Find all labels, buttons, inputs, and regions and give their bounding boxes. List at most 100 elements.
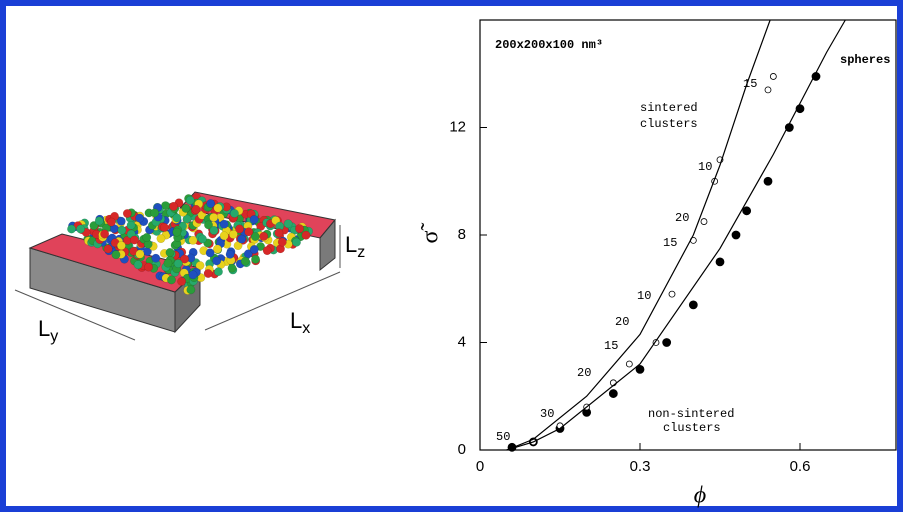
annotation: 30 bbox=[540, 407, 554, 421]
particle bbox=[302, 231, 310, 239]
particle bbox=[250, 245, 258, 253]
page: Lx Ly Lz 0 4 8 12 0 0.3 0.6 ϕ σ̃ 200x200x100 nm³ s… bbox=[0, 0, 903, 512]
particle bbox=[67, 225, 75, 233]
dim-sub: z bbox=[357, 244, 365, 261]
particle bbox=[150, 209, 158, 217]
particle bbox=[127, 221, 135, 229]
open-point bbox=[626, 361, 632, 367]
particle bbox=[136, 250, 144, 258]
dim-main: L bbox=[290, 308, 302, 333]
particle bbox=[134, 261, 142, 269]
particle bbox=[263, 246, 271, 254]
particle bbox=[213, 245, 221, 253]
y-tick-label: 0 bbox=[458, 441, 466, 458]
particle bbox=[226, 250, 234, 258]
y-tick-label: 12 bbox=[449, 118, 466, 135]
annotation: 10 bbox=[698, 160, 712, 174]
particle bbox=[295, 224, 303, 232]
particle bbox=[100, 230, 108, 238]
particle bbox=[187, 286, 195, 294]
annotation: clusters bbox=[663, 421, 721, 435]
annotation: non-sintered bbox=[648, 407, 734, 421]
annotation: 50 bbox=[496, 430, 510, 444]
annotation: 20 bbox=[615, 315, 629, 329]
x-tick-label: 0 bbox=[476, 458, 484, 475]
particle bbox=[214, 204, 222, 212]
annotation: 15 bbox=[663, 236, 677, 250]
filled-point bbox=[764, 177, 772, 185]
annotation: clusters bbox=[640, 117, 698, 131]
y-axis-label: σ̃ bbox=[418, 223, 444, 244]
open-point bbox=[770, 73, 776, 79]
annotation: 200x200x100 nm³ bbox=[495, 38, 603, 52]
annotation: 20 bbox=[675, 211, 689, 225]
plot-frame bbox=[480, 20, 896, 450]
particle bbox=[177, 277, 185, 285]
particle bbox=[220, 220, 228, 228]
dim-label: Ly bbox=[38, 316, 58, 345]
dim-sub: y bbox=[50, 328, 58, 345]
particle bbox=[160, 223, 168, 231]
particle bbox=[166, 248, 174, 256]
y-tick-label: 4 bbox=[458, 333, 466, 350]
particle bbox=[210, 226, 218, 234]
particle bbox=[117, 241, 125, 249]
x-tick-label: 0.3 bbox=[630, 458, 651, 475]
particle bbox=[189, 236, 197, 244]
dim-line bbox=[205, 272, 340, 330]
particle bbox=[189, 271, 197, 279]
annotation: 15 bbox=[604, 339, 618, 353]
fit-line bbox=[507, 20, 846, 450]
open-point bbox=[701, 219, 707, 225]
figure: Lx Ly Lz 0 4 8 12 0 0.3 0.6 ϕ σ̃ 200x200x100 nm³ s… bbox=[0, 0, 903, 512]
filled-point bbox=[732, 231, 740, 239]
dim-main: L bbox=[345, 232, 357, 257]
particle bbox=[182, 204, 190, 212]
particle bbox=[192, 205, 200, 213]
x-axis-label: ϕ bbox=[694, 483, 706, 509]
particle bbox=[135, 214, 143, 222]
particle bbox=[143, 233, 151, 241]
particle bbox=[130, 236, 138, 244]
x-tick-label: 0.6 bbox=[790, 458, 811, 475]
particle bbox=[204, 269, 212, 277]
particle bbox=[278, 238, 286, 246]
annotation: spheres bbox=[840, 53, 890, 67]
filled-point bbox=[689, 301, 697, 309]
particle bbox=[157, 234, 165, 242]
particle bbox=[245, 228, 253, 236]
particle bbox=[275, 229, 283, 237]
particle bbox=[220, 232, 228, 240]
particle bbox=[214, 268, 222, 276]
dim-label: Lz bbox=[345, 232, 365, 261]
annotation: 10 bbox=[637, 289, 651, 303]
particle bbox=[251, 255, 259, 263]
particle bbox=[104, 245, 112, 253]
particle bbox=[241, 257, 249, 265]
particle bbox=[250, 215, 258, 223]
particle bbox=[210, 213, 218, 221]
annotation: 20 bbox=[577, 366, 591, 380]
dim-sub: x bbox=[302, 320, 310, 337]
filled-point bbox=[743, 207, 751, 215]
dim-main: L bbox=[38, 316, 50, 341]
particle bbox=[164, 259, 172, 267]
y-tick-label: 8 bbox=[458, 226, 466, 243]
particle bbox=[207, 199, 215, 207]
particle bbox=[198, 235, 206, 243]
particle bbox=[212, 257, 220, 265]
simulation-box: Lx Ly Lz bbox=[15, 192, 365, 345]
open-point bbox=[765, 87, 771, 93]
particle bbox=[76, 225, 84, 233]
filled-point bbox=[609, 390, 617, 398]
particle bbox=[206, 249, 214, 257]
particle bbox=[260, 232, 268, 240]
particle bbox=[237, 235, 245, 243]
fit-line bbox=[507, 20, 770, 450]
particle bbox=[292, 238, 300, 246]
particle bbox=[112, 251, 120, 259]
particle bbox=[186, 196, 194, 204]
particle bbox=[228, 264, 236, 272]
particle bbox=[123, 209, 131, 217]
